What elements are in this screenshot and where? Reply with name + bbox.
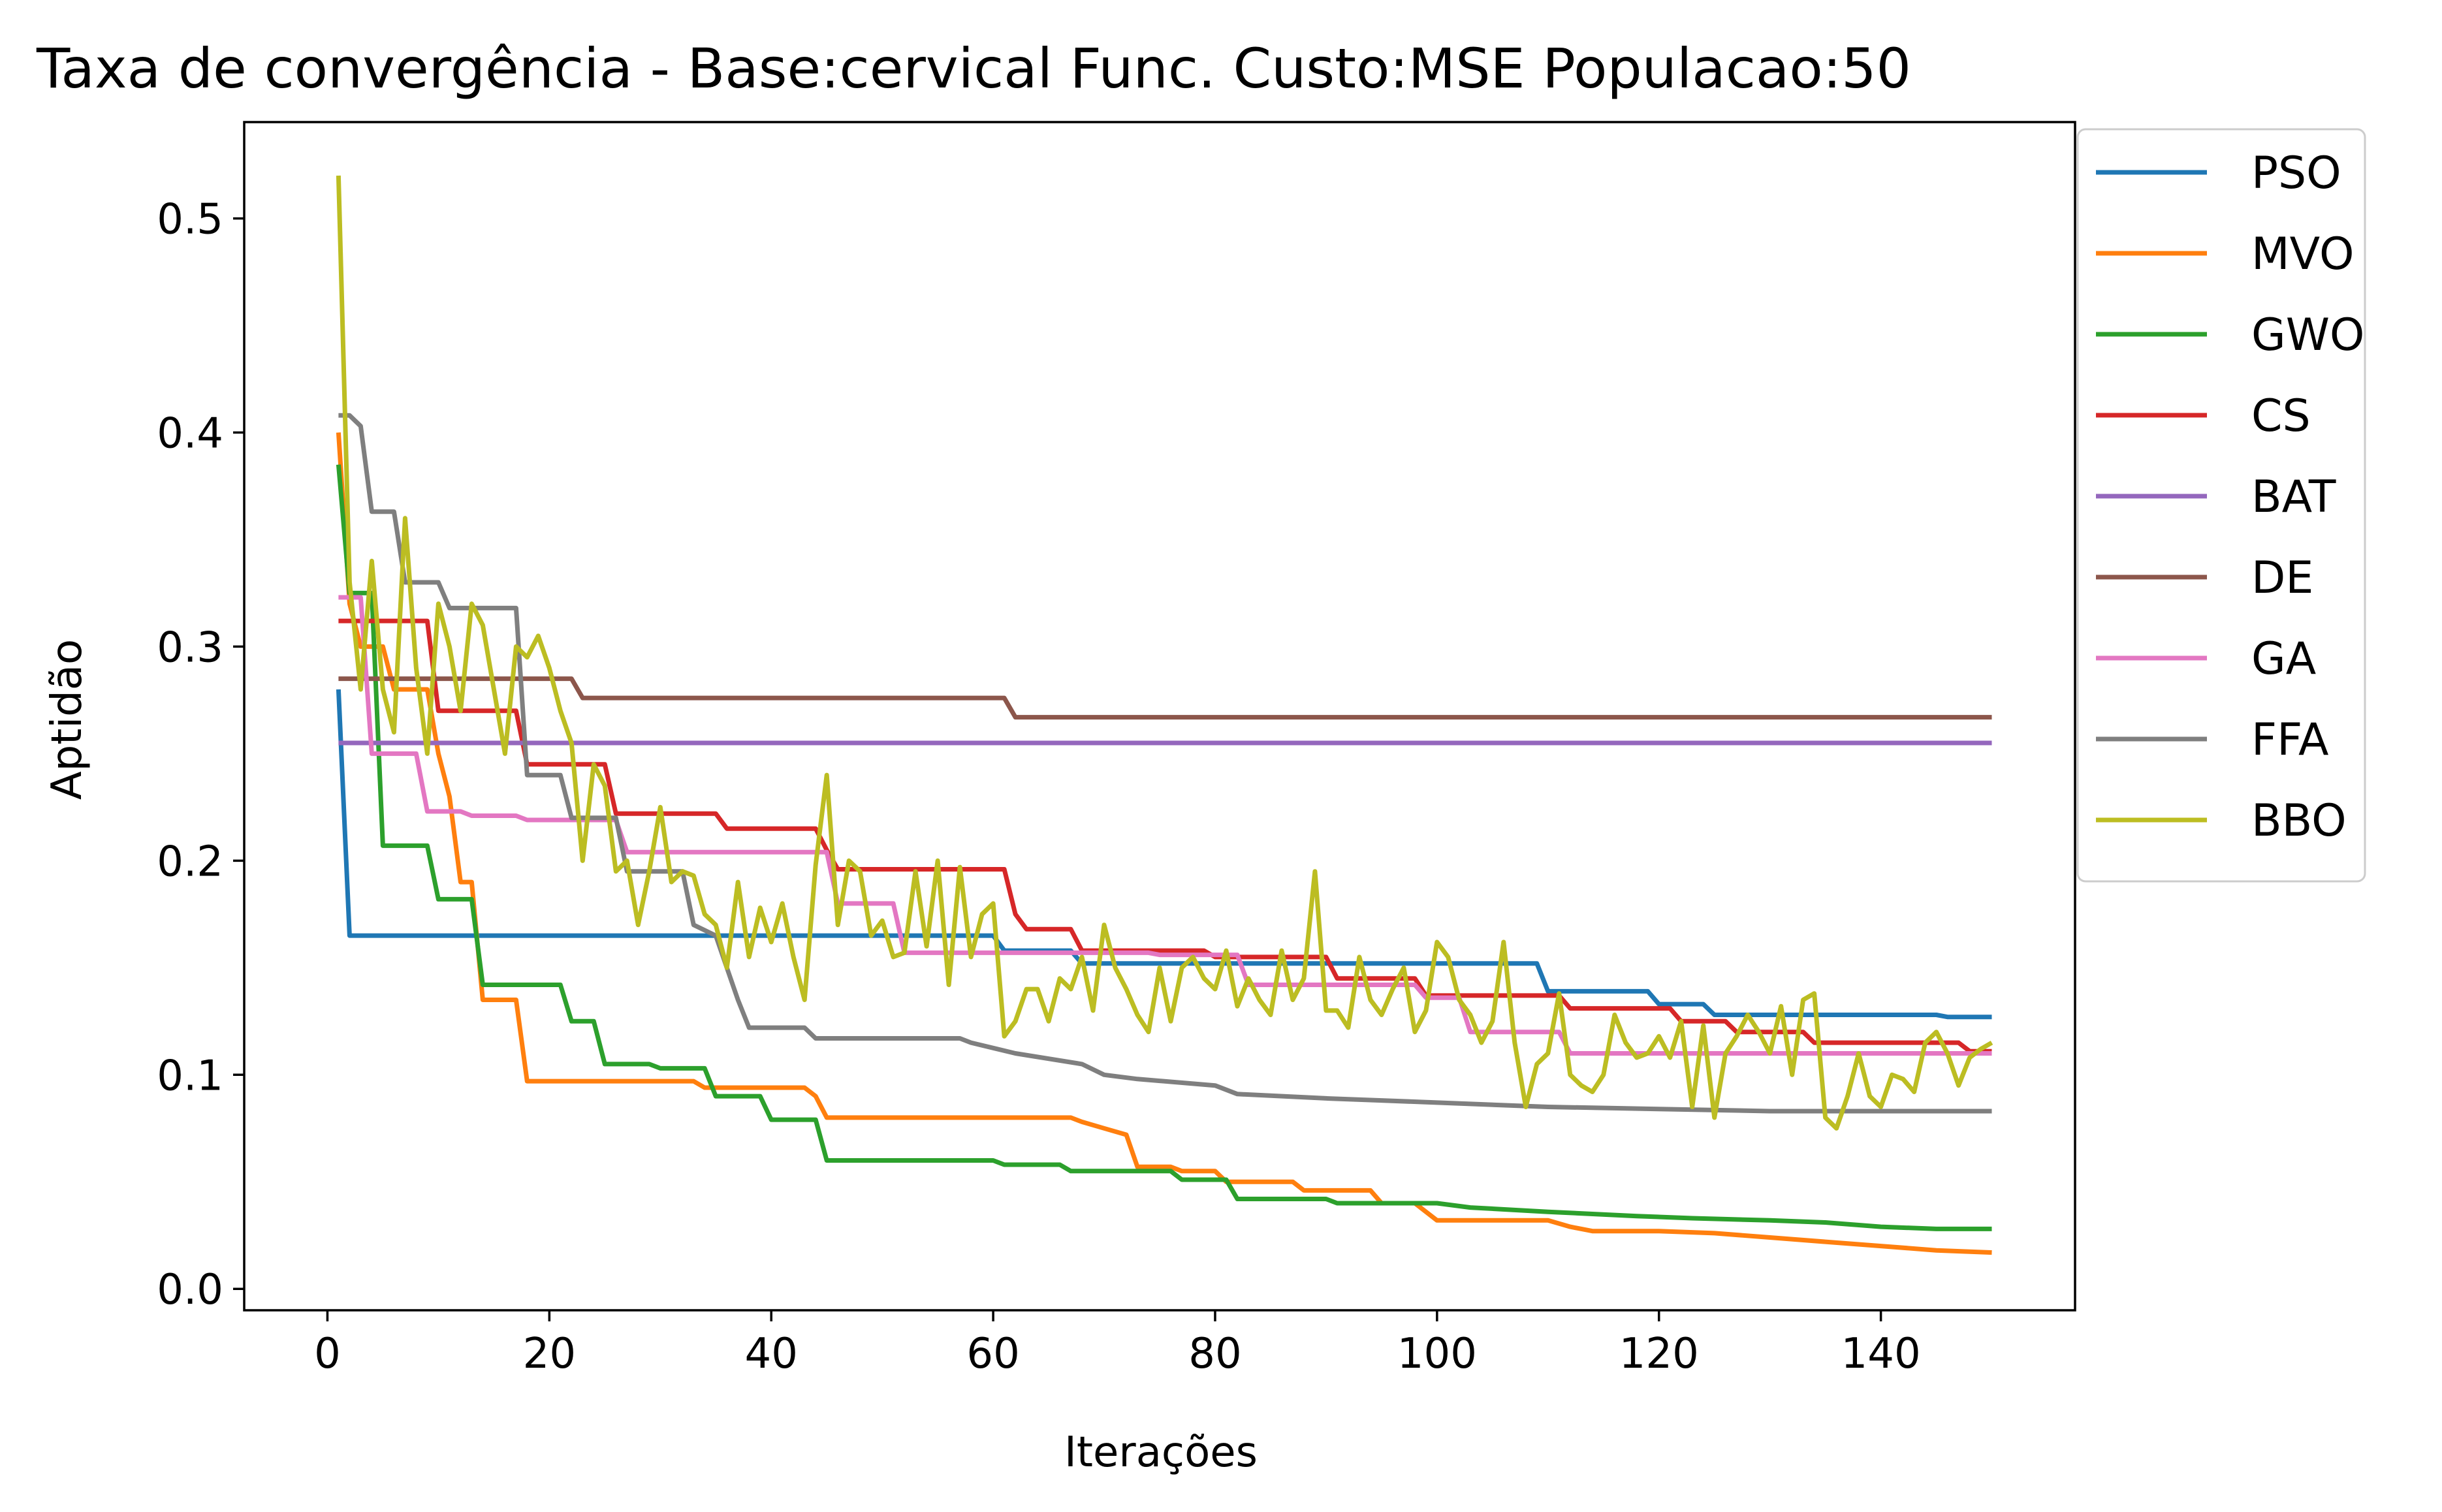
- legend-label-ga: GA: [2251, 633, 2316, 685]
- y-tick-label: 0.5: [157, 196, 223, 244]
- y-axis: 0.0 0.1 0.2 0.3 0.4 0.5: [157, 196, 244, 1314]
- y-tick-label: 0.2: [157, 838, 223, 886]
- x-tick-label: 60: [966, 1330, 1019, 1378]
- series-line-de: [338, 676, 1992, 720]
- x-axis-label: Iterações: [1064, 1428, 1258, 1477]
- y-tick-label: 0.0: [157, 1266, 223, 1314]
- legend-label-mvo: MVO: [2251, 228, 2355, 280]
- series-line-bbo: [336, 175, 1993, 1131]
- series-line-gwo: [336, 464, 1992, 1231]
- legend: PSO MVO GWO CS BAT DE GA FFA BBO: [2076, 128, 2366, 883]
- x-tick-label: 140: [1841, 1330, 1921, 1378]
- x-axis: 0 20 40 60 80 100 120 140: [314, 1310, 1921, 1378]
- x-tick-label: 0: [314, 1330, 341, 1378]
- series-line-ffa: [338, 413, 1992, 1114]
- chart-title: Taxa de convergência - Base:cervical Fun…: [36, 37, 1911, 101]
- x-tick-label: 120: [1619, 1330, 1699, 1378]
- y-axis-label: Aptidão: [43, 639, 91, 800]
- x-tick-label: 100: [1397, 1330, 1477, 1378]
- legend-label-bbo: BBO: [2251, 795, 2347, 847]
- axes-frame: [243, 121, 2076, 1312]
- legend-label-pso: PSO: [2251, 148, 2341, 199]
- x-tick-label: 80: [1188, 1330, 1241, 1378]
- y-tick-label: 0.4: [157, 409, 223, 458]
- legend-label-de: DE: [2251, 552, 2313, 604]
- y-tick-label: 0.3: [157, 623, 223, 672]
- legend-label-gwo: GWO: [2251, 309, 2364, 361]
- series-line-pso: [336, 689, 1992, 1020]
- series-line-mvo: [336, 432, 1992, 1255]
- legend-label-cs: CS: [2251, 390, 2311, 442]
- x-tick-label: 40: [744, 1330, 797, 1378]
- plot-area: [243, 121, 2076, 1312]
- legend-box: [2076, 128, 2366, 883]
- legend-label-bat: BAT: [2251, 471, 2336, 523]
- legend-label-ffa: FFA: [2251, 714, 2329, 766]
- y-tick-label: 0.1: [157, 1052, 223, 1100]
- x-tick-label: 20: [523, 1330, 576, 1378]
